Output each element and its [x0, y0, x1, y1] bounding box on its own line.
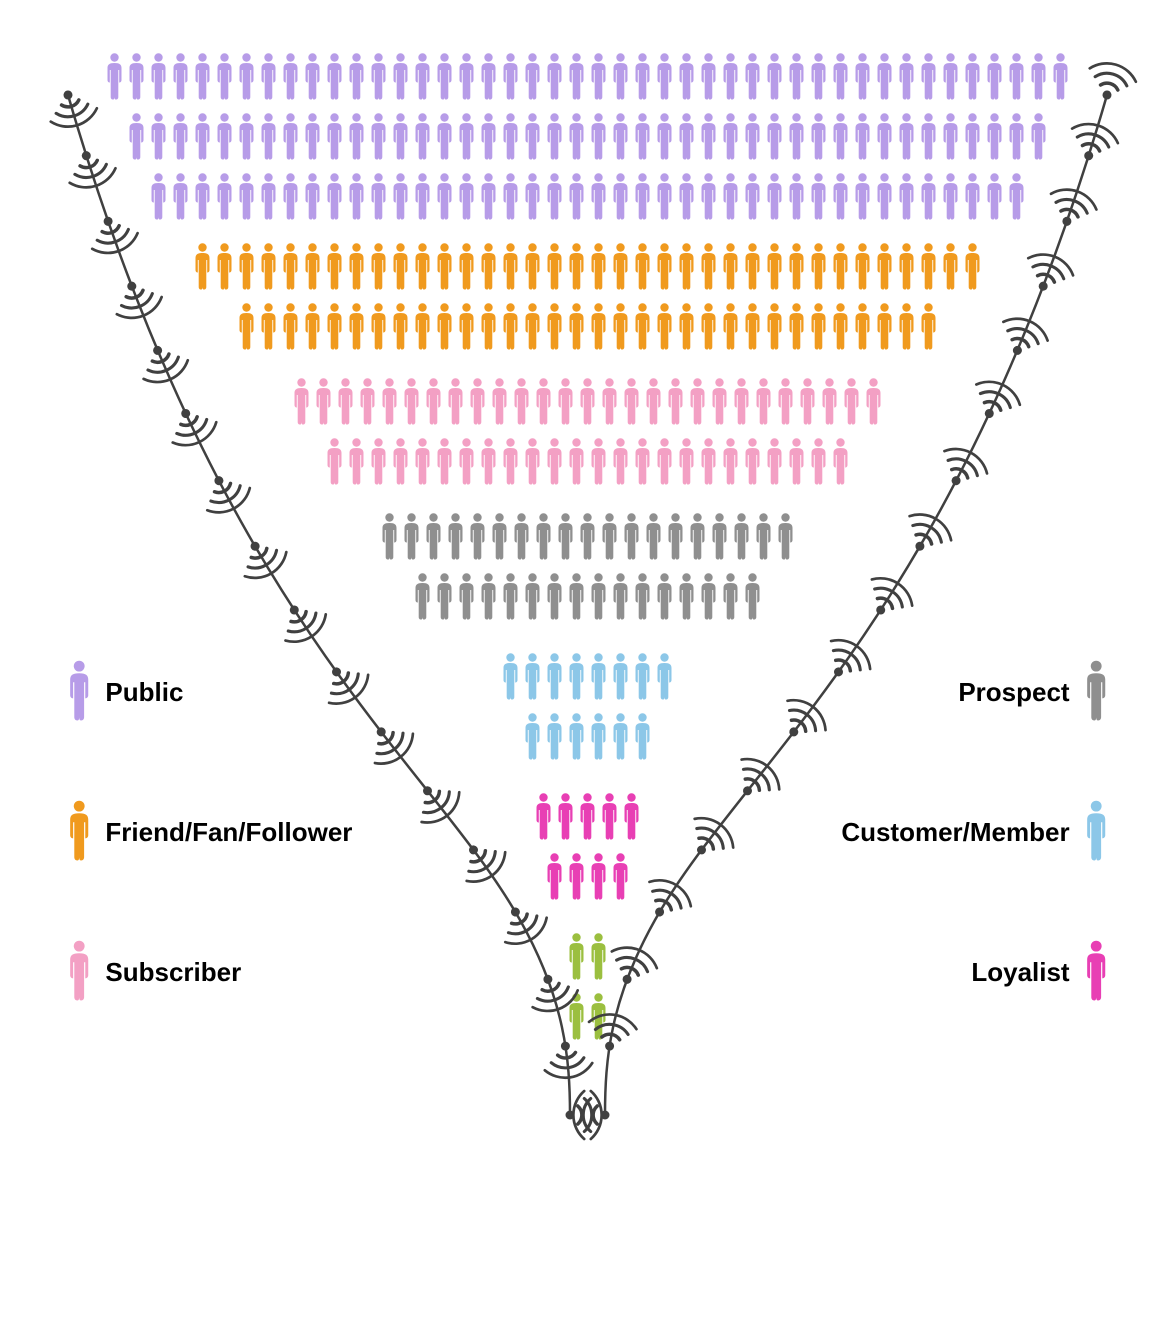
emitter-icon	[994, 312, 1052, 364]
emitter-icon	[637, 873, 697, 928]
legend-icon	[65, 939, 93, 1006]
emitter-icon	[1019, 248, 1077, 299]
emitter-icon	[603, 941, 661, 992]
person-icon	[65, 939, 93, 1001]
funnel-row-prospect	[383, 513, 793, 559]
funnel-row-customer	[504, 653, 672, 699]
funnel-row-public	[152, 173, 1024, 219]
emitter-icon	[816, 632, 876, 689]
person-icon	[1082, 659, 1110, 721]
person-icon	[1082, 799, 1110, 861]
emitter-icon	[492, 896, 552, 951]
funnel-row-advocate	[570, 933, 606, 979]
emitter-icon	[272, 593, 332, 649]
emitter-icon	[933, 442, 992, 496]
funnel-row-customer	[526, 713, 650, 759]
legend-label: Customer/Member	[841, 817, 1069, 848]
emitter-icon	[585, 1011, 638, 1054]
legend-label: Subscriber	[105, 957, 241, 988]
emitter-icon	[452, 832, 512, 890]
emitter-icon	[1043, 184, 1100, 234]
legend-friend: Friend/Fan/Follower	[65, 799, 352, 866]
funnel-row-friend	[196, 243, 980, 289]
emitter-icon	[858, 570, 918, 626]
emitter-icon	[406, 772, 466, 830]
legend-subscriber: Subscriber	[65, 939, 241, 1006]
emitter-icon	[1064, 118, 1121, 167]
emitter-icon	[62, 144, 119, 193]
funnel-diagram: Public Friend/Fan/Follower Subscriber Prosp…	[0, 0, 1175, 1322]
legend-icon	[65, 659, 93, 726]
legend-prospect: Prospect	[958, 659, 1110, 726]
emitter-icon	[359, 714, 419, 772]
legend-icon	[1082, 939, 1110, 1006]
emitter-icon	[966, 375, 1025, 428]
legend-loyalist: Loyalist	[971, 939, 1110, 1006]
emitter-icon	[772, 692, 832, 750]
funnel-row-loyalist	[548, 853, 628, 899]
person-icon	[1082, 939, 1110, 1001]
emitter-icon	[897, 507, 957, 562]
emitter-icon	[726, 751, 786, 809]
emitter-icon	[314, 654, 374, 711]
emitter-icon	[232, 530, 292, 585]
legend-label: Friend/Fan/Follower	[105, 817, 352, 848]
legend-label: Public	[105, 677, 183, 708]
legend-label: Loyalist	[971, 957, 1069, 988]
legend-icon	[1082, 659, 1110, 726]
funnel-row-friend	[240, 303, 936, 349]
emitter-icon	[1083, 58, 1139, 106]
emitter-icon	[134, 337, 192, 389]
legend-customer: Customer/Member	[841, 799, 1110, 866]
emitter-icon	[196, 466, 255, 520]
emitter-icon	[44, 84, 100, 132]
legend-icon	[65, 799, 93, 866]
person-icon	[65, 659, 93, 721]
funnel-row-loyalist	[537, 793, 639, 839]
emitter-icon	[108, 273, 166, 324]
emitter-icon	[162, 399, 221, 452]
legend-label: Prospect	[958, 677, 1069, 708]
legend-public: Public	[65, 659, 183, 726]
emitter-icon	[680, 810, 740, 868]
emitter-icon	[84, 209, 141, 259]
person-icon	[65, 799, 93, 861]
legend-icon	[1082, 799, 1110, 866]
funnel-row-subscriber	[295, 378, 881, 424]
funnel-row-public	[130, 113, 1046, 159]
funnel-row-prospect	[416, 573, 760, 619]
funnel-row-public	[108, 53, 1068, 99]
funnel-row-subscriber	[328, 438, 848, 484]
